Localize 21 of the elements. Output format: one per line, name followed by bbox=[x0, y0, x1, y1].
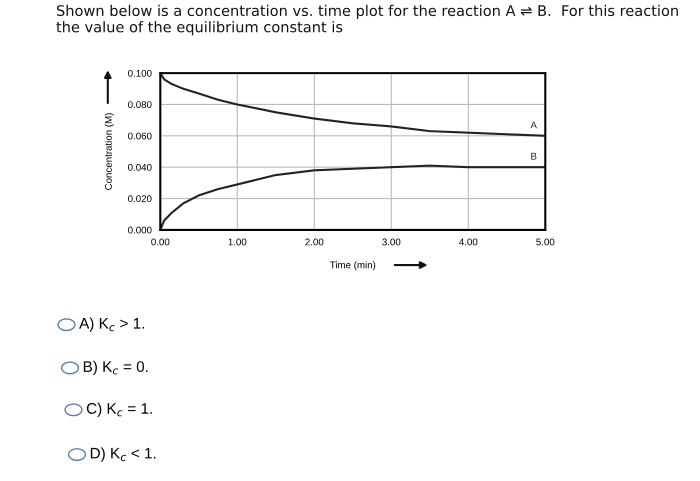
y-axis-title: Concentration (M) bbox=[104, 113, 114, 190]
x-tick-label: 5.00 bbox=[536, 238, 554, 246]
x-tick-label: 3.00 bbox=[382, 238, 400, 246]
chart-title: Shown below is a concentration vs. time plot for the reaction A ⇌ B. For this reaction the value of the equilibrium constant is bbox=[56, 4, 678, 36]
y-tick-label: 0.020 bbox=[128, 195, 152, 202]
series-label: A bbox=[530, 122, 537, 128]
text: B) K$_{c}$ = 0. bbox=[84, 360, 148, 376]
text: C) K$_{c}$ = 1. bbox=[86, 402, 152, 417]
x-tick-label: 4.00 bbox=[459, 238, 478, 246]
y-tick-label: 0.100 bbox=[128, 70, 152, 77]
x-tick-label: 1.00 bbox=[228, 238, 246, 246]
text: A) K$_{c}$ > 1. bbox=[79, 317, 144, 332]
y-tick-label: 0.040 bbox=[128, 164, 152, 171]
series-label: B bbox=[531, 152, 536, 160]
y-tick-label: 0.000 bbox=[128, 226, 152, 234]
y-tick-label: 0.060 bbox=[128, 132, 152, 140]
x-tick-label: 2.00 bbox=[305, 238, 324, 246]
x-axis-title: Time (min) bbox=[330, 261, 376, 270]
y-tick-label: 0.080 bbox=[128, 101, 152, 108]
x-tick-label: 0.00 bbox=[151, 238, 170, 246]
text: D) K$_{c}$ < 1. bbox=[90, 447, 156, 462]
